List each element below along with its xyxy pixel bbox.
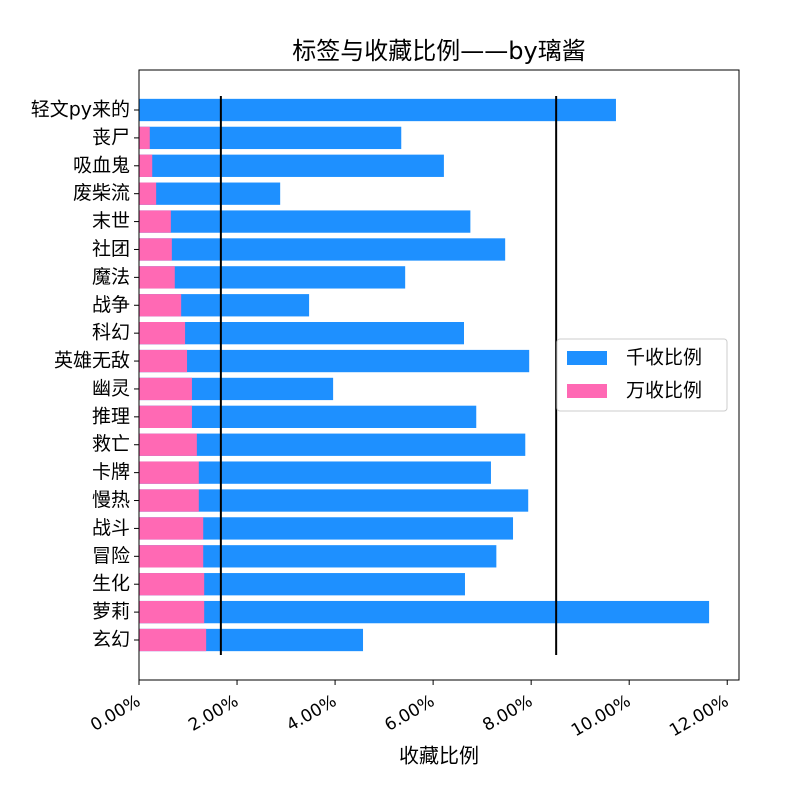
bar — [139, 322, 464, 345]
y-tick-label: 救亡 — [92, 433, 130, 455]
y-tick-label: 轻文py来的 — [31, 99, 130, 121]
bar — [139, 405, 477, 428]
y-tick-label: 幽灵 — [92, 377, 130, 399]
bar — [139, 349, 530, 373]
bar — [139, 266, 175, 289]
bar — [139, 405, 192, 428]
bar — [139, 600, 710, 624]
y-tick-label: 推理 — [92, 405, 130, 427]
y-tick-label: 英雄无敌 — [54, 350, 130, 372]
y-tick-label: 战斗 — [92, 517, 130, 539]
bar — [139, 545, 204, 568]
y-tick-label: 慢热 — [92, 489, 130, 511]
bar — [139, 517, 204, 540]
bar — [139, 322, 186, 345]
bar — [139, 600, 205, 624]
bar — [139, 182, 281, 205]
y-tick-label: 社团 — [92, 238, 130, 260]
bar — [139, 210, 471, 233]
bar — [139, 628, 207, 652]
bar — [139, 210, 171, 233]
bar — [139, 517, 514, 540]
y-tick-label: 魔法 — [92, 266, 130, 288]
bar — [139, 545, 497, 568]
bar — [139, 266, 406, 289]
y-tick-label: 科幻 — [92, 322, 130, 344]
legend-label: 万收比例 — [626, 380, 702, 402]
y-tick-label: 吸血鬼 — [73, 154, 130, 176]
bar — [139, 349, 188, 373]
bar — [139, 461, 199, 484]
bar — [139, 126, 402, 150]
y-tick-label: 玄幻 — [92, 629, 130, 651]
y-tick-label: 战争 — [92, 294, 130, 316]
bar — [139, 377, 192, 401]
bar — [139, 238, 172, 261]
plot-frame — [138, 69, 740, 681]
y-tick-label: 废柴流 — [73, 182, 130, 204]
y-tick-label: 丧尸 — [92, 126, 130, 148]
bar — [139, 433, 526, 456]
bar — [139, 154, 444, 177]
y-tick-label: 末世 — [92, 210, 130, 232]
y-tick-label: 生化 — [92, 573, 130, 595]
bar — [139, 489, 199, 512]
bar — [139, 461, 491, 484]
bar — [139, 573, 205, 596]
chart-title: 标签与收藏比例——by璃酱 — [292, 37, 585, 65]
y-tick-label: 萝莉 — [92, 601, 130, 623]
bar — [139, 126, 150, 150]
bar — [139, 98, 616, 122]
y-tick-label: 卡牌 — [92, 461, 130, 483]
x-axis-label: 收藏比例 — [399, 744, 479, 768]
bar — [139, 154, 153, 177]
y-tick-label: 冒险 — [92, 545, 130, 567]
legend-label: 千收比例 — [626, 347, 702, 369]
bar — [139, 238, 506, 261]
bar — [139, 433, 197, 456]
bar — [139, 182, 157, 205]
legend-swatch — [567, 384, 607, 398]
bar — [139, 294, 310, 317]
bar — [139, 294, 182, 317]
bar — [139, 489, 529, 512]
legend-swatch — [567, 351, 607, 365]
